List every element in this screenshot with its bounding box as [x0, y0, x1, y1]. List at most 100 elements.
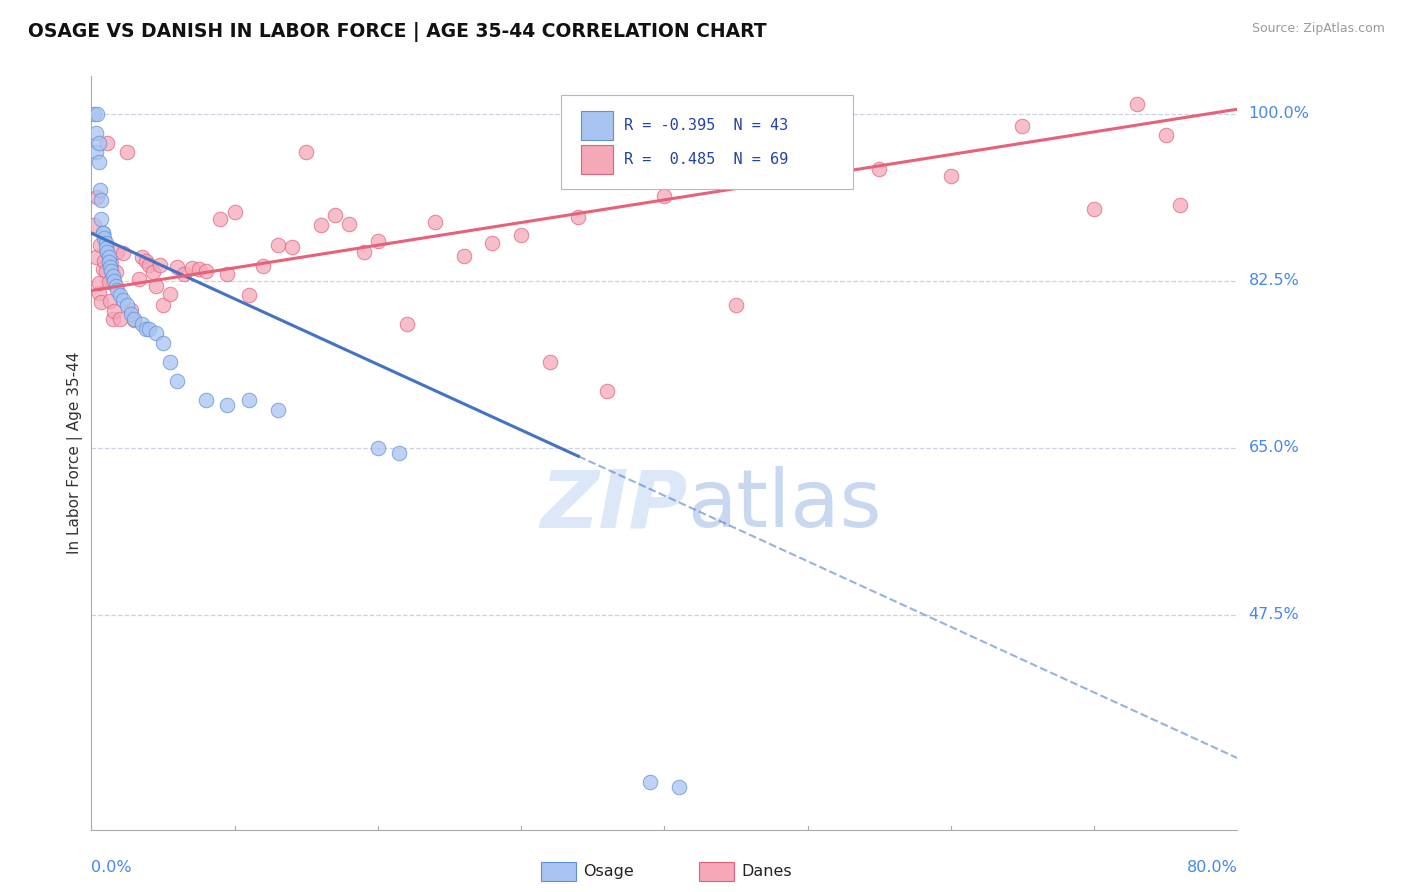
- Text: 100.0%: 100.0%: [1249, 106, 1309, 121]
- Point: [94, 264, 117, 278]
- Point: [173, 268, 195, 282]
- Text: Danes: Danes: [741, 864, 792, 879]
- Point: [166, 374, 188, 388]
- Point: [83, 219, 105, 233]
- Point: [159, 287, 181, 301]
- Point: [194, 393, 217, 408]
- Point: [149, 258, 172, 272]
- Point: [83, 107, 105, 121]
- Point: [101, 269, 124, 284]
- Point: [89, 238, 111, 252]
- Point: [266, 402, 288, 417]
- Point: [96, 245, 118, 260]
- Point: [131, 250, 153, 264]
- Text: 47.5%: 47.5%: [1249, 607, 1299, 623]
- Point: [567, 211, 589, 225]
- Point: [97, 250, 120, 264]
- Point: [104, 265, 127, 279]
- Point: [238, 393, 260, 408]
- Point: [217, 398, 239, 412]
- Point: [100, 264, 122, 278]
- Text: 82.5%: 82.5%: [1249, 274, 1299, 288]
- Point: [98, 293, 121, 308]
- Point: [105, 244, 128, 259]
- Point: [135, 321, 157, 335]
- Point: [91, 226, 114, 240]
- Point: [939, 169, 962, 183]
- Point: [121, 307, 143, 321]
- FancyBboxPatch shape: [581, 145, 613, 174]
- Point: [353, 245, 375, 260]
- Point: [86, 190, 108, 204]
- Point: [84, 250, 107, 264]
- Point: [166, 260, 188, 274]
- Point: [124, 312, 146, 326]
- Point: [367, 234, 389, 248]
- Text: atlas: atlas: [688, 467, 882, 544]
- Point: [103, 303, 125, 318]
- Point: [87, 285, 110, 300]
- FancyBboxPatch shape: [561, 95, 853, 189]
- Point: [145, 278, 167, 293]
- Point: [90, 211, 112, 226]
- Point: [868, 161, 890, 176]
- Point: [91, 262, 114, 277]
- Point: [91, 226, 114, 240]
- Point: [97, 255, 120, 269]
- Text: 80.0%: 80.0%: [1187, 860, 1237, 875]
- Point: [596, 384, 619, 398]
- Point: [108, 312, 131, 326]
- Point: [295, 145, 318, 160]
- Point: [187, 262, 209, 277]
- Point: [87, 136, 110, 150]
- Point: [180, 261, 202, 276]
- Text: OSAGE VS DANISH IN LABOR FORCE | AGE 35-44 CORRELATION CHART: OSAGE VS DANISH IN LABOR FORCE | AGE 35-…: [28, 22, 766, 42]
- Point: [1168, 198, 1191, 212]
- Point: [224, 205, 246, 219]
- Point: [217, 267, 239, 281]
- Point: [309, 218, 332, 232]
- Point: [1126, 97, 1149, 112]
- Point: [115, 145, 138, 160]
- Point: [510, 228, 533, 243]
- Point: [281, 240, 304, 254]
- Point: [142, 265, 165, 279]
- Point: [652, 189, 675, 203]
- Point: [84, 145, 107, 160]
- Point: [90, 295, 112, 310]
- Point: [152, 298, 174, 312]
- Point: [145, 326, 167, 341]
- Point: [453, 250, 475, 264]
- Text: R =  0.485  N = 69: R = 0.485 N = 69: [624, 152, 789, 167]
- Point: [395, 317, 418, 331]
- Point: [93, 231, 115, 245]
- Point: [84, 126, 107, 140]
- Text: Source: ZipAtlas.com: Source: ZipAtlas.com: [1251, 22, 1385, 36]
- Point: [94, 241, 117, 255]
- Point: [86, 107, 108, 121]
- Point: [266, 237, 288, 252]
- Text: 65.0%: 65.0%: [1249, 441, 1299, 456]
- Point: [638, 775, 661, 789]
- Point: [209, 211, 232, 226]
- Point: [388, 445, 411, 460]
- Point: [367, 441, 389, 455]
- Point: [481, 236, 503, 251]
- Point: [423, 215, 446, 229]
- Text: R = -0.395  N = 43: R = -0.395 N = 43: [624, 118, 789, 133]
- Point: [724, 298, 747, 312]
- Point: [115, 298, 138, 312]
- Point: [1083, 202, 1105, 217]
- Point: [121, 303, 143, 318]
- Point: [111, 293, 134, 307]
- Point: [89, 183, 111, 197]
- Point: [159, 355, 181, 369]
- Point: [87, 276, 110, 290]
- Point: [128, 271, 150, 285]
- Point: [668, 780, 690, 794]
- Point: [238, 288, 260, 302]
- Point: [538, 355, 561, 369]
- Point: [103, 274, 125, 288]
- Point: [1011, 120, 1033, 134]
- FancyBboxPatch shape: [581, 112, 613, 140]
